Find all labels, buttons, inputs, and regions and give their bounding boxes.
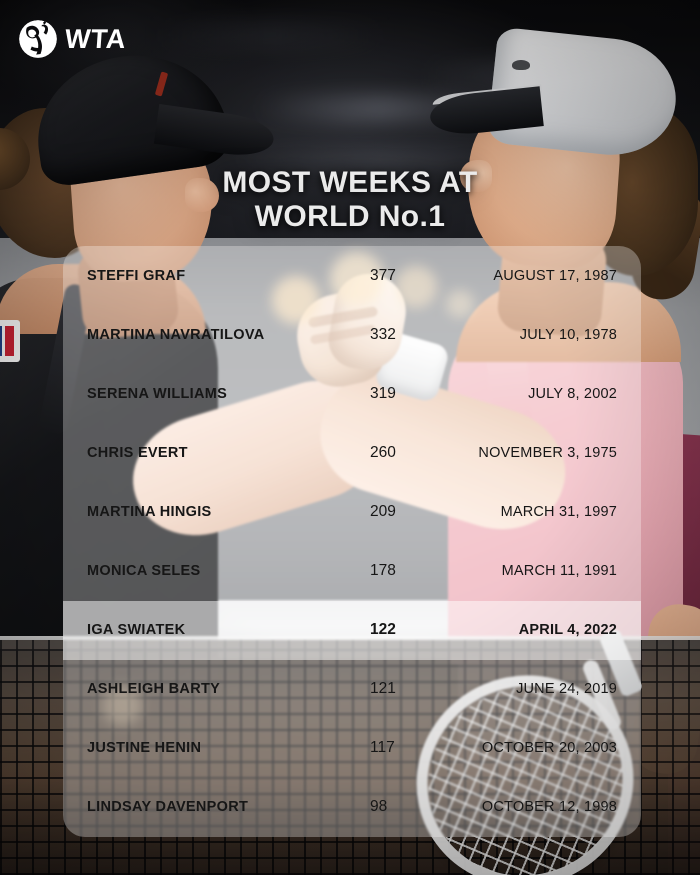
player-right-nose <box>460 160 492 192</box>
player-name: JUSTINE HENIN <box>87 740 202 757</box>
date-reached-no1: MARCH 11, 1991 <box>501 563 617 580</box>
player-name: SERENA WILLIAMS <box>87 385 228 402</box>
date-reached-no1: AUGUST 17, 1987 <box>493 267 617 284</box>
date-reached-no1: APRIL 4, 2022 <box>518 622 617 639</box>
rankings-panel: STEFFI GRAF 377 AUGUST 17, 1987 MARTINA NAV… <box>63 246 641 837</box>
player-name: CHRIS EVERT <box>87 444 188 461</box>
table-row: ASHLEIGH BARTY 121 JUNE 24, 2019 <box>63 660 641 719</box>
wta-logo[interactable]: WTA <box>18 19 128 59</box>
player-name: STEFFI GRAF <box>87 267 186 284</box>
rankings-table: STEFFI GRAF 377 AUGUST 17, 1987 MARTINA NAV… <box>63 246 641 837</box>
weeks-count: 98 <box>370 798 388 816</box>
weeks-count: 178 <box>370 562 396 580</box>
table-row: CHRIS EVERT 260 NOVEMBER 3, 1975 <box>63 423 641 482</box>
table-row: SERENA WILLIAMS 319 JULY 8, 2002 <box>63 364 641 423</box>
player-right-cap-logo-icon <box>512 60 530 70</box>
title-line-2: WORLD No.1 <box>254 199 446 233</box>
player-name: LINDSAY DAVENPORT <box>87 799 249 816</box>
wta-wordmark: WTA <box>63 23 128 54</box>
weeks-count: 117 <box>370 739 395 757</box>
date-reached-no1: JULY 8, 2002 <box>528 385 617 402</box>
table-row: MONICA SELES 178 MARCH 11, 1991 <box>63 542 641 601</box>
player-left-nose <box>185 178 219 212</box>
weeks-count: 377 <box>370 266 396 284</box>
date-reached-no1: NOVEMBER 3, 1975 <box>478 444 617 461</box>
player-name: MARTINA HINGIS <box>87 503 212 520</box>
wta-roundel-icon <box>19 20 57 58</box>
table-row: LINDSAY DAVENPORT 98 OCTOBER 12, 1998 <box>63 778 641 837</box>
weeks-count: 209 <box>370 502 396 520</box>
title-line-1: MOST WEEKS AT <box>222 166 478 199</box>
date-reached-no1: OCTOBER 12, 1998 <box>481 799 617 816</box>
crowd-blur-streak <box>230 150 530 168</box>
table-row: MARTINA HINGIS 209 MARCH 31, 1997 <box>63 482 641 541</box>
player-name: MONICA SELES <box>87 563 201 580</box>
player-left-brand-logo-icon <box>0 320 20 362</box>
player-name: MARTINA NAVRATILOVA <box>87 326 265 343</box>
weeks-count: 122 <box>370 621 396 639</box>
date-reached-no1: JUNE 24, 2019 <box>516 681 617 698</box>
weeks-count: 332 <box>370 325 396 343</box>
table-row: IGA SWIATEK 122 APRIL 4, 2022 <box>63 600 641 660</box>
table-row: STEFFI GRAF 377 AUGUST 17, 1987 <box>63 246 641 305</box>
date-reached-no1: MARCH 31, 1997 <box>500 503 617 520</box>
player-name: IGA SWIATEK <box>87 622 186 639</box>
player-name: ASHLEIGH BARTY <box>87 681 221 698</box>
table-row: MARTINA NAVRATILOVA 332 JULY 10, 1978 <box>63 305 641 364</box>
page-title: MOST WEEKS AT WORLD No.1 <box>0 166 700 234</box>
date-reached-no1: JULY 10, 1978 <box>519 326 617 343</box>
weeks-count: 121 <box>370 680 396 698</box>
date-reached-no1: OCTOBER 20, 2003 <box>481 740 617 757</box>
crowd-blur-streak <box>150 20 390 50</box>
table-row: JUSTINE HENIN 117 OCTOBER 20, 2003 <box>63 719 641 778</box>
weeks-count: 260 <box>370 443 396 461</box>
weeks-count: 319 <box>370 384 396 402</box>
